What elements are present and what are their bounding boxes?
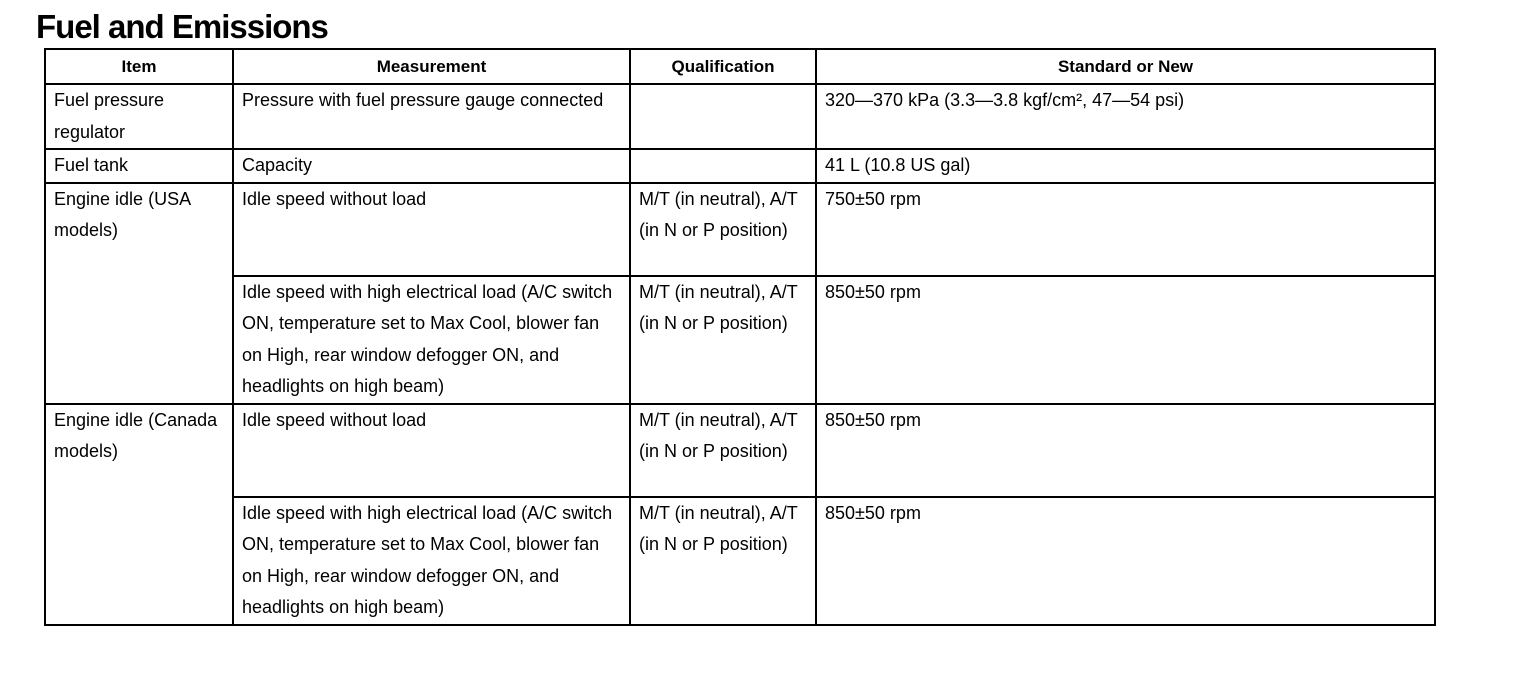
page-title: Fuel and Emissions bbox=[36, 8, 329, 45]
cell-item: Fuel pressure regulator bbox=[44, 83, 234, 150]
cell-qualification: M/T (in neutral), A/T (in N or P positio… bbox=[629, 402, 817, 498]
specs-table: Item Measurement Qualification Standard … bbox=[44, 48, 1436, 626]
table-row: Idle speed with high electrical load (A/… bbox=[45, 274, 1436, 405]
table-row: Fuel pressure regulator Pressure with fu… bbox=[44, 83, 1436, 150]
table-row: Idle speed with high electrical load (A/… bbox=[45, 495, 1436, 626]
cell-measurement: Capacity bbox=[232, 148, 631, 184]
header-qualification: Qualification bbox=[629, 48, 817, 85]
table-header-row: Item Measurement Qualification Standard … bbox=[44, 48, 1436, 85]
table-row: Engine idle (USA models) Idle speed with… bbox=[44, 181, 1436, 405]
table-row: Engine idle (Canada models) Idle speed w… bbox=[44, 402, 1436, 626]
header-measurement: Measurement bbox=[232, 48, 631, 85]
cell-standard: 850±50 rpm bbox=[815, 495, 1436, 626]
cell-qualification: M/T (in neutral), A/T (in N or P positio… bbox=[629, 181, 817, 277]
cell-item: Engine idle (USA models) bbox=[44, 181, 234, 405]
cell-measurement: Idle speed without load bbox=[232, 181, 631, 277]
cell-measurement: Idle speed without load bbox=[232, 402, 631, 498]
cell-standard: 850±50 rpm bbox=[815, 402, 1436, 498]
cell-qualification bbox=[629, 83, 817, 150]
table-row: Fuel tank Capacity 41 L (10.8 US gal) bbox=[44, 148, 1436, 184]
cell-standard: 750±50 rpm bbox=[815, 181, 1436, 277]
cell-measurement: Idle speed with high electrical load (A/… bbox=[232, 274, 631, 405]
header-item: Item bbox=[44, 48, 234, 85]
cell-standard: 41 L (10.8 US gal) bbox=[815, 148, 1436, 184]
cell-qualification: M/T (in neutral), A/T (in N or P positio… bbox=[629, 495, 817, 626]
cell-item: Fuel tank bbox=[44, 148, 234, 184]
cell-qualification: M/T (in neutral), A/T (in N or P positio… bbox=[629, 274, 817, 405]
cell-standard: 320—370 kPa (3.3—3.8 kgf/cm², 47—54 psi) bbox=[815, 83, 1436, 150]
header-standard: Standard or New bbox=[815, 48, 1436, 85]
cell-measurement: Pressure with fuel pressure gauge connec… bbox=[232, 83, 631, 150]
cell-item: Engine idle (Canada models) bbox=[44, 402, 234, 626]
cell-qualification bbox=[629, 148, 817, 184]
cell-measurement: Idle speed with high electrical load (A/… bbox=[232, 495, 631, 626]
cell-standard: 850±50 rpm bbox=[815, 274, 1436, 405]
